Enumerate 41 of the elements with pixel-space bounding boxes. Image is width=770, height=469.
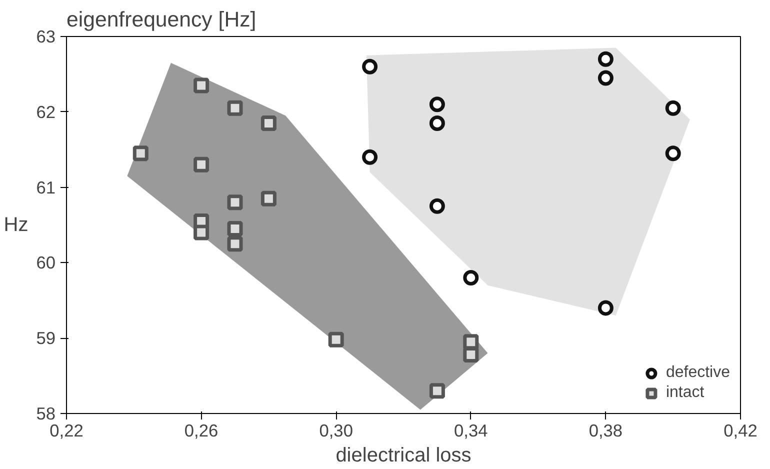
point (260, 190, 276, 206)
point (598, 51, 614, 67)
point (362, 149, 378, 165)
point (194, 78, 210, 94)
x-tick-label: 0,38 (588, 420, 623, 440)
legend-label: intact (666, 384, 704, 402)
x-axis-title: dielectrical loss (336, 444, 472, 466)
point (429, 115, 445, 131)
point (132, 146, 148, 162)
point (665, 100, 681, 116)
point (429, 383, 445, 399)
point (463, 270, 479, 286)
legend-label: defective (666, 364, 730, 382)
y-tick-label: 63 (36, 26, 56, 46)
y-axis-title: Hz (4, 214, 28, 236)
point (429, 96, 445, 112)
x-tick-label: 0,30 (319, 420, 353, 440)
y-tick-label: 58 (36, 404, 56, 424)
point (260, 115, 276, 131)
point (463, 346, 479, 362)
point (227, 194, 243, 210)
point (328, 332, 344, 348)
point (665, 146, 681, 162)
point (227, 221, 243, 237)
chart-title: eigenfrequency [Hz] (66, 8, 256, 32)
y-tick-label: 59 (36, 328, 56, 348)
x-tick-label: 0,42 (724, 420, 758, 440)
y-tick-label: 60 (36, 252, 56, 273)
point (194, 156, 210, 172)
x-tick-label: 0,26 (184, 420, 218, 440)
point (194, 224, 210, 240)
y-tick-label: 61 (36, 177, 56, 198)
point (227, 100, 243, 116)
point (598, 300, 614, 316)
point (227, 236, 243, 252)
point (362, 58, 378, 74)
point (598, 70, 614, 86)
x-tick-label: 0,22 (50, 420, 84, 440)
x-tick-label: 0,34 (454, 420, 488, 440)
point (429, 198, 445, 214)
y-tick-label: 62 (36, 102, 56, 122)
